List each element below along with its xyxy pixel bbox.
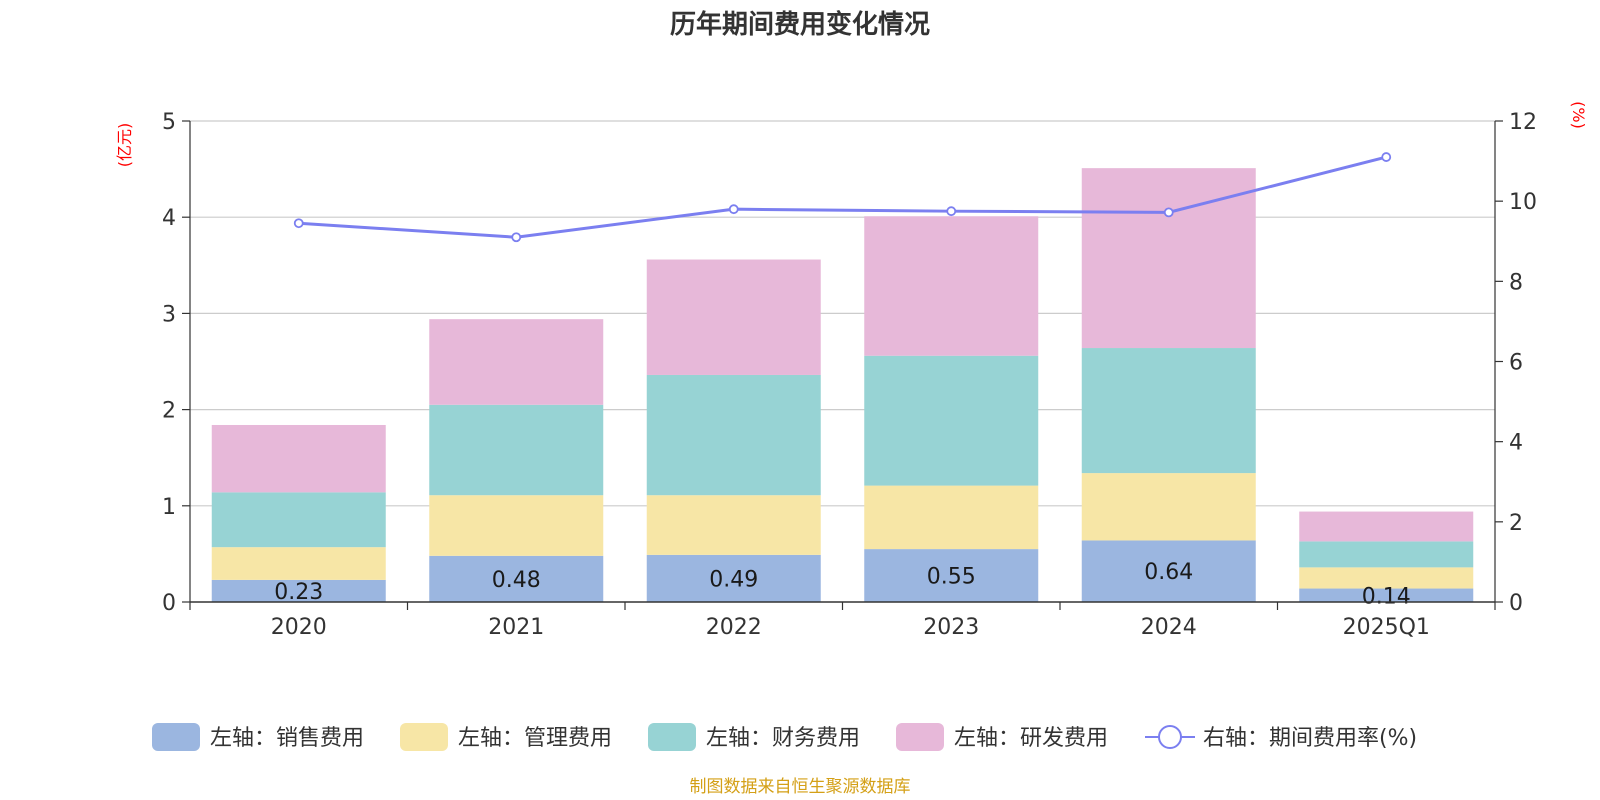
legend-label: 右轴：期间费用率(%) xyxy=(1203,726,1417,751)
left-axis-unit: (亿元) xyxy=(115,123,134,168)
left-tick-label: 2 xyxy=(162,399,176,424)
right-tick-label: 12 xyxy=(1509,110,1537,135)
rate-point-2024 xyxy=(1163,207,1174,218)
bar-3-2025Q1 xyxy=(1299,541,1474,568)
bar-value-label: 0.55 xyxy=(927,565,976,590)
bar-4-2021 xyxy=(429,319,604,405)
bar-value-label: 0.64 xyxy=(1144,560,1193,585)
legend-marker-swatch xyxy=(1158,725,1182,749)
x-tick-label: 2020 xyxy=(271,615,327,640)
bar-1-2024 xyxy=(1081,540,1256,602)
legend-label: 左轴：财务费用 xyxy=(706,726,860,751)
bar-2-2022 xyxy=(646,495,821,555)
left-tick-label: 4 xyxy=(162,206,176,231)
x-tick-label: 2022 xyxy=(706,615,762,640)
x-tick-label: 2023 xyxy=(923,615,979,640)
bar-2-2023 xyxy=(864,485,1039,550)
source-note: 制图数据来自恒生聚源数据库 xyxy=(690,777,911,797)
right-tick-label: 6 xyxy=(1509,351,1523,376)
bar-4-2024 xyxy=(1081,168,1256,349)
rate-point-2023 xyxy=(946,206,957,217)
rate-line-path xyxy=(298,155,1387,239)
bar-3-2021 xyxy=(429,404,604,496)
bar-2-2020 xyxy=(211,547,386,580)
bar-value-label: 0.49 xyxy=(709,567,758,592)
right-tick-label: 8 xyxy=(1509,270,1523,295)
legend-swatch-2 xyxy=(400,723,448,751)
bar-value-label: 0.14 xyxy=(1362,584,1411,609)
left-tick-label: 3 xyxy=(162,302,176,327)
bar-4-2023 xyxy=(864,216,1039,356)
bar-value-label: 0.23 xyxy=(274,580,323,605)
bar-2-2025Q1 xyxy=(1299,567,1474,589)
bar-4-2025Q1 xyxy=(1299,511,1474,542)
bar-value-label: 0.48 xyxy=(492,568,541,593)
bar-1-2021 xyxy=(429,555,604,602)
bar-1-2022 xyxy=(646,554,821,602)
bars: 0.23 0.48 0.49 0.55 0.64 0.14 xyxy=(211,168,1474,609)
grid xyxy=(190,120,1495,507)
bar-4-2022 xyxy=(646,259,821,375)
legend-swatch-3 xyxy=(648,723,696,751)
x-tick-label: 2024 xyxy=(1141,615,1197,640)
left-tick-label: 0 xyxy=(162,591,176,616)
legend-label: 左轴：研发费用 xyxy=(954,726,1108,751)
bar-1-2025Q1 xyxy=(1299,588,1474,602)
bar-1-2020 xyxy=(211,579,386,602)
bar-3-2022 xyxy=(646,374,821,496)
legend-swatch-1 xyxy=(152,723,200,751)
legend-swatch-4 xyxy=(896,723,944,751)
legend-label: 左轴：管理费用 xyxy=(458,726,612,751)
rate-line xyxy=(293,152,1392,243)
left-tick-label: 5 xyxy=(162,110,176,135)
rate-point-2020 xyxy=(293,218,304,229)
legend-label: 左轴：销售费用 xyxy=(210,726,364,751)
bar-3-2020 xyxy=(211,492,386,548)
bar-4-2020 xyxy=(211,424,386,493)
bar-1-2023 xyxy=(864,549,1039,602)
legend: 左轴：销售费用 左轴：管理费用 左轴：财务费用 左轴：研发费用 右轴：期间费用率(%) xyxy=(152,723,1417,751)
chart-title: 历年期间费用变化情况 xyxy=(670,9,930,40)
rate-point-2022 xyxy=(728,204,739,215)
right-tick-label: 0 xyxy=(1509,591,1523,616)
right-tick-label: 4 xyxy=(1509,431,1523,456)
bar-2-2024 xyxy=(1081,473,1256,541)
right-tick-label: 10 xyxy=(1509,190,1537,215)
rate-point-2025Q1 xyxy=(1381,152,1392,162)
right-axis-unit: (%) xyxy=(1569,101,1588,129)
x-tick-label: 2021 xyxy=(488,615,544,640)
bar-3-2023 xyxy=(864,355,1039,486)
left-tick-label: 1 xyxy=(162,495,176,520)
bar-3-2024 xyxy=(1081,348,1256,474)
bar-2-2021 xyxy=(429,495,604,556)
x-tick-label: 2025Q1 xyxy=(1343,615,1430,640)
rate-point-2021 xyxy=(511,232,522,243)
right-tick-label: 2 xyxy=(1509,511,1523,536)
